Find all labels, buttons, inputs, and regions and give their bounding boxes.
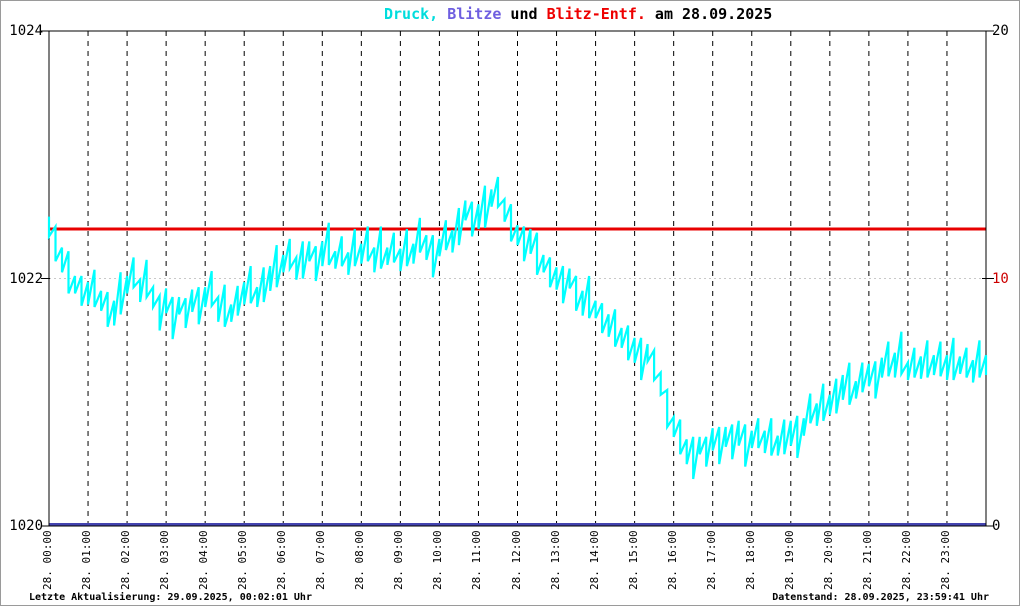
- x-axis-label-h1: 28. 01:00: [80, 530, 94, 590]
- last-update-text: Letzte Aktualisierung: 29.09.2025, 00:02…: [29, 592, 312, 603]
- x-axis-label-h16: 28. 16:00: [665, 530, 679, 590]
- x-axis-label-h22: 28. 22:00: [899, 530, 913, 590]
- title-blitze: Blitze: [438, 5, 502, 23]
- x-axis-label-h6: 28. 06:00: [275, 530, 289, 590]
- druck-pressure-line: [47, 176, 988, 480]
- x-axis-label-h5: 28. 05:00: [236, 530, 250, 590]
- y-right-label-10: 10: [992, 271, 1009, 287]
- title-druck: Druck,: [384, 5, 439, 23]
- x-axis-label-h7: 28. 07:00: [314, 530, 328, 590]
- y-left-label-1024: 1024: [9, 23, 43, 39]
- title-blitz-entf: Blitz-Entf.: [546, 5, 646, 23]
- x-axis-label-h8: 28. 08:00: [353, 530, 367, 590]
- x-axis-label-h19: 28. 19:00: [782, 530, 796, 590]
- x-axis-label-h0: 28. 00:00: [41, 530, 54, 590]
- x-axis-label-h23: 28. 23:00: [938, 530, 952, 590]
- x-axis-label-h12: 28. 12:00: [509, 530, 523, 590]
- x-axis-label-h20: 28. 20:00: [821, 530, 835, 590]
- x-axis-label-h13: 28. 13:00: [548, 530, 562, 590]
- y-right-label-20: 20: [992, 23, 1009, 39]
- x-axis-label-h9: 28. 09:00: [392, 530, 406, 590]
- x-axis-label-h11: 28. 11:00: [470, 530, 484, 590]
- x-axis-label-h3: 28. 03:00: [158, 530, 172, 590]
- x-axis-label-h21: 28. 21:00: [860, 530, 874, 590]
- x-axis-label-h14: 28. 14:00: [587, 530, 601, 590]
- title-date: am 28.09.2025: [645, 5, 773, 23]
- x-axis-label-h15: 28. 15:00: [626, 530, 640, 590]
- y-left-label-1022: 1022: [9, 271, 43, 287]
- data-state-text: Datenstand: 28.09.2025, 23:59:41 Uhr: [772, 592, 989, 603]
- y-left-label-1020: 1020: [9, 518, 43, 534]
- x-axis-label-h4: 28. 04:00: [197, 530, 211, 590]
- x-axis-label-h18: 28. 18:00: [743, 530, 757, 590]
- title-und: und: [501, 5, 547, 23]
- x-axis-label-h10: 28. 10:00: [431, 530, 445, 590]
- x-axis-label-h2: 28. 02:00: [119, 530, 133, 590]
- y-right-label-0: 0: [992, 518, 1001, 534]
- chart-title: Druck, Blitze und Blitz-Entf. am 28.09.2…: [384, 5, 772, 23]
- x-axis-label-h17: 28. 17:00: [704, 530, 718, 590]
